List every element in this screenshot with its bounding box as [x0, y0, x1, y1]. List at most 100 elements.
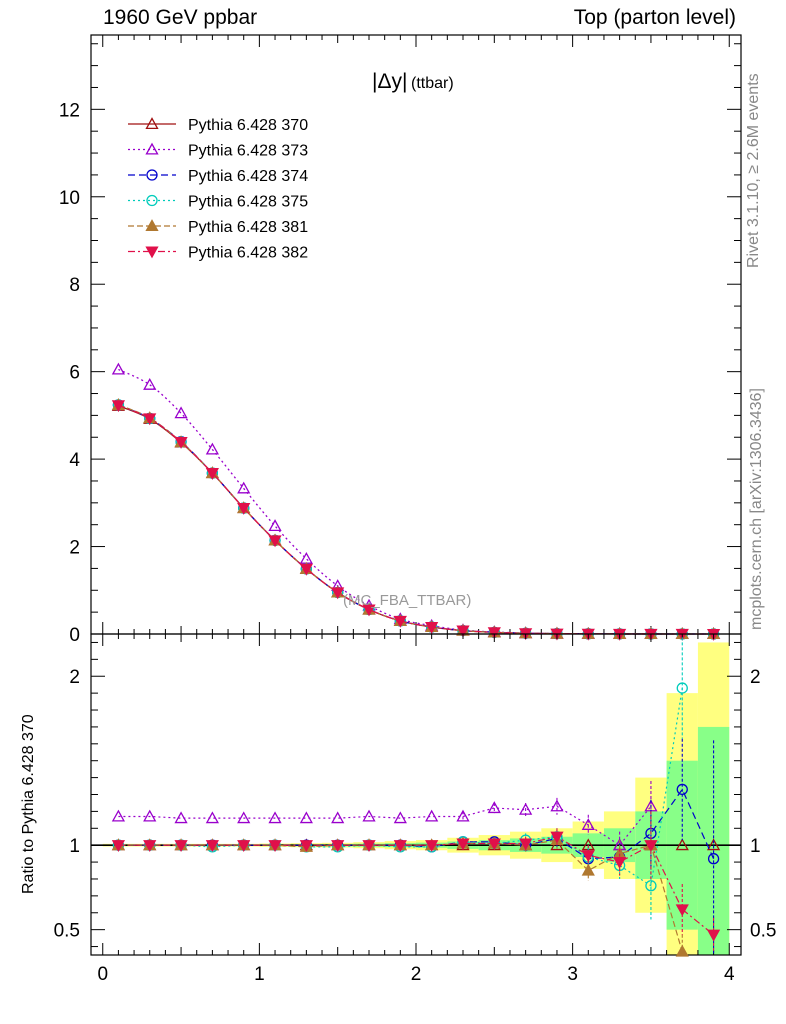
data-point: [268, 519, 282, 532]
ratio-y-tick-label-right: 0.5: [750, 921, 776, 942]
ratio-data-point: [581, 863, 595, 876]
legend-marker: [145, 246, 159, 259]
ratio-data-point: [425, 840, 439, 853]
data-point: [487, 627, 501, 640]
legend-label: Pythia 6.428 373: [188, 143, 308, 160]
legend-marker: [146, 169, 158, 181]
legend-label: Pythia 6.428 370: [188, 117, 308, 134]
ratio-data-point: [299, 840, 313, 853]
data-point: [393, 615, 407, 628]
ratio-data-point: [111, 809, 126, 822]
ratio-y-tick-label: 1: [69, 836, 80, 857]
x-tick-label: 1: [254, 964, 265, 985]
ratio-y-tick-label: 2: [69, 667, 80, 688]
legend-label: Pythia 6.428 381: [188, 219, 308, 236]
watermark-label: (MC_FBA_TTBAR): [343, 592, 471, 609]
data-point: [299, 563, 313, 576]
header-left-label: 1960 GeV ppbar: [103, 6, 258, 29]
ratio-y-tick-label-right: 1: [750, 836, 761, 857]
ratio-data-point: [331, 840, 345, 853]
ratio-data-point: [237, 840, 251, 853]
ratio-data-point: [174, 840, 188, 853]
main-panel-title-sub: (ttbar): [411, 75, 454, 92]
x-tick-label: 3: [567, 964, 578, 985]
ratio-data-point: [581, 818, 595, 830]
legend-label: Pythia 6.428 375: [188, 194, 308, 211]
y-tick-label: 12: [59, 100, 80, 121]
ratio-data-point: [174, 811, 188, 824]
ratio-data-point: [143, 809, 157, 822]
data-point: [174, 437, 188, 449]
legend-label: Pythia 6.428 382: [188, 245, 308, 262]
data-point: [362, 604, 376, 617]
legend-marker: [145, 117, 159, 130]
legend-label: Pythia 6.428 374: [188, 168, 308, 185]
x-tick-label: 0: [97, 964, 108, 985]
legend-marker: [146, 194, 158, 207]
ratio-data-point: [299, 811, 313, 824]
ratio-panel: 0 1 2 3 4 0.5 0.5 1 1 2 2: [54, 633, 776, 985]
ratio-data-point: [519, 802, 533, 815]
data-point: [205, 468, 219, 480]
ratio-data-point: [143, 840, 157, 853]
y-tick-label: 8: [69, 275, 80, 296]
x-tick-label: 4: [724, 964, 735, 985]
data-point: [331, 587, 345, 600]
ratio-data-point: [237, 811, 251, 824]
main-panel: 0 2 4 6 8 10 12 Pythia 6.428 370 Pythia 6.428 37…: [59, 34, 742, 646]
data-point: [268, 535, 282, 548]
ratio-data-point: [393, 840, 407, 853]
y-tick-label: 2: [69, 538, 80, 559]
legend-marker: [145, 219, 159, 232]
data-point: [174, 406, 188, 419]
ratio-data-point: [707, 853, 720, 865]
data-point: [425, 621, 439, 634]
ratio-point-reference: [706, 838, 721, 851]
ratio-data-point: [613, 857, 627, 869]
ratio-y-tick-label: 0.5: [54, 921, 80, 942]
y-tick-label: 6: [69, 363, 80, 384]
data-point: [237, 481, 251, 494]
main-panel-title: |Δy|: [372, 70, 407, 93]
ratio-data-point: [581, 850, 595, 863]
data-point: [205, 442, 219, 455]
ratio-data-point: [645, 880, 657, 892]
ratio-data-point: [425, 809, 439, 822]
data-point: [143, 413, 157, 426]
legend-marker: [145, 142, 159, 155]
ratio-data-point: [519, 838, 533, 851]
ratio-data-point: [362, 809, 376, 822]
ratio-data-point: [456, 838, 470, 851]
y-tick-label: 10: [59, 188, 80, 209]
ratio-data-point: [331, 811, 345, 824]
ratio-data-point: [644, 840, 658, 853]
ratio-data-point: [487, 801, 501, 814]
ratio-data-point: [676, 783, 688, 796]
ratio-data-point: [362, 840, 376, 853]
series-line-5: [118, 404, 714, 635]
data-point: [456, 625, 470, 638]
ratio-data-point: [268, 811, 282, 824]
ratio-point-reference: [675, 838, 689, 851]
ratio-data-point: [675, 904, 689, 917]
ratio-data-point: [487, 838, 501, 851]
ratio-data-point: [205, 811, 219, 824]
ratio-data-point: [706, 929, 721, 942]
y-tick-label: 4: [69, 450, 80, 471]
ratio-data-point: [550, 799, 564, 812]
ratio-data-point: [550, 831, 564, 844]
ratio-data-point: [205, 840, 219, 853]
y-tick-label: 0: [69, 625, 80, 646]
x-tick-label: 2: [411, 964, 422, 985]
ratio-data-point: [268, 840, 282, 853]
data-point: [143, 377, 157, 390]
ratio-data-point: [456, 809, 470, 822]
data-point: [111, 400, 126, 413]
ratio-y-tick-label-right: 2: [750, 667, 761, 688]
ratio-data-point: [111, 840, 126, 853]
ratio-data-point: [676, 682, 688, 694]
data-point: [299, 551, 313, 564]
data-point: [237, 503, 251, 515]
data-point: [111, 362, 126, 375]
